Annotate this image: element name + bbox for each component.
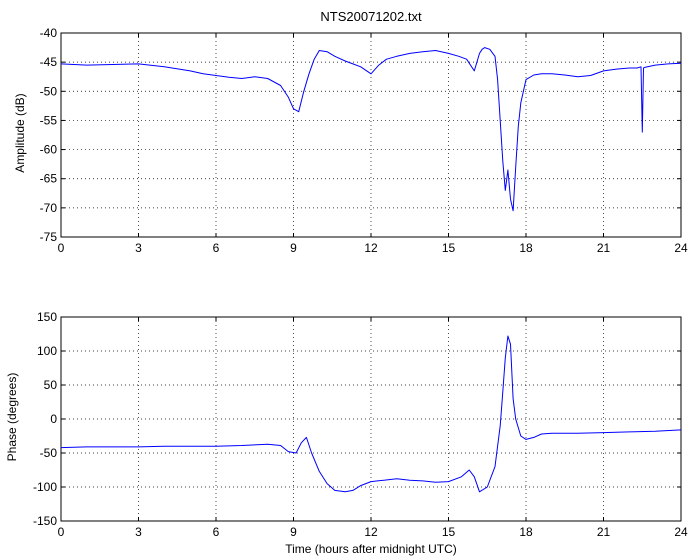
amplitude-x-tick-label: 6 — [213, 241, 220, 255]
amplitude-plot-frame — [60, 32, 682, 238]
amplitude-x-tick-label: 18 — [519, 241, 533, 255]
phase-x-tick-label: 9 — [290, 525, 297, 539]
phase-x-tick-label: 15 — [442, 525, 456, 539]
amplitude-y-tick-label: -45 — [40, 55, 58, 69]
amplitude-x-tick-label: 24 — [674, 241, 688, 255]
phase-y-tick-label: 100 — [37, 344, 57, 358]
phase-x-tick-label: 21 — [597, 525, 611, 539]
phase-y-axis-label: Phase (degrees) — [5, 373, 19, 462]
phase-x-tick-label: 12 — [364, 525, 378, 539]
phase-x-tick-label: 3 — [135, 525, 142, 539]
time-x-axis-label: Time (hours after midnight UTC) — [285, 542, 457, 556]
amplitude-y-tick-label: -40 — [40, 26, 58, 40]
amplitude-y-tick-label: -55 — [40, 113, 58, 127]
amplitude-x-tick-label: 9 — [290, 241, 297, 255]
phase-y-tick-label: 150 — [37, 310, 57, 324]
phase-x-tick-label: 18 — [519, 525, 533, 539]
amplitude-x-tick-label: 12 — [364, 241, 378, 255]
amplitude-y-axis-label: Amplitude (dB) — [13, 93, 27, 172]
phase-y-tick-label: -50 — [40, 446, 58, 460]
amplitude-x-tick-label: 21 — [597, 241, 611, 255]
phase-x-tick-label: 6 — [213, 525, 220, 539]
phase-axes: Phase (degrees) Time (hours after midnig… — [5, 310, 688, 556]
phase-x-tick-label: 24 — [674, 525, 688, 539]
amplitude-y-tick-label: -50 — [40, 84, 58, 98]
amplitude-y-tick-label: -75 — [40, 230, 58, 244]
chart-title: NTS20071202.txt — [320, 9, 422, 24]
phase-plot-frame — [60, 316, 682, 522]
amplitude-y-tick-label: -60 — [40, 143, 58, 157]
amplitude-y-tick-label: -70 — [40, 201, 58, 215]
amplitude-x-tick-label: 15 — [442, 241, 456, 255]
amplitude-x-tick-label: 0 — [58, 241, 65, 255]
phase-y-tick-label: -100 — [33, 480, 57, 494]
phase-series-line — [60, 335, 682, 493]
phase-y-tick-label: -150 — [33, 514, 57, 528]
phase-y-tick-label: 0 — [50, 412, 57, 426]
phase-x-tick-label: 0 — [58, 525, 65, 539]
amplitude-series-line — [60, 47, 682, 212]
amplitude-x-tick-label: 3 — [135, 241, 142, 255]
amplitude-y-tick-label: -65 — [40, 172, 58, 186]
amplitude-axes: NTS20071202.txt Amplitude (dB) 0 3 6 9 12 15 1… — [13, 9, 688, 255]
phase-y-tick-label: 50 — [44, 378, 58, 392]
